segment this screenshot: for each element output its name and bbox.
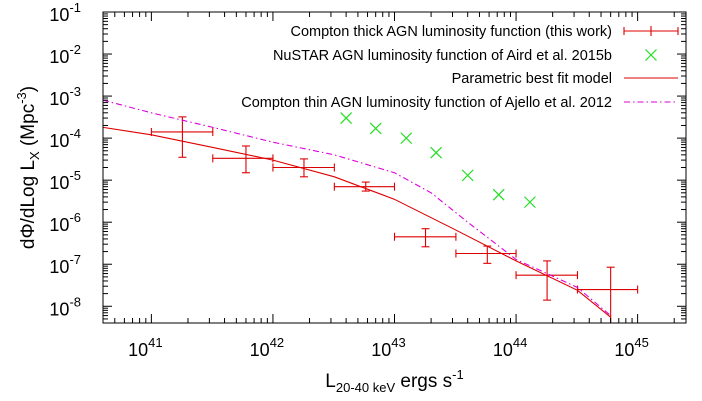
x-tick-label: 1045 [614, 335, 649, 360]
series-1 [340, 112, 536, 209]
y-tick-label: 10-2 [49, 42, 81, 67]
legend-swatch [645, 49, 657, 61]
data-point [272, 158, 335, 178]
data-point [455, 245, 517, 264]
data-point [515, 260, 579, 301]
data-point [212, 145, 274, 174]
data-point [461, 169, 474, 182]
series-layer [103, 99, 639, 323]
series-3 [103, 99, 612, 317]
data-point [430, 146, 443, 159]
data-point [150, 116, 214, 158]
data-point [523, 196, 536, 209]
legend-label: Compton thin AGN luminosity function of … [241, 95, 612, 111]
legend-item: Compton thin AGN luminosity function of … [241, 95, 678, 111]
x-tick-label: 1042 [250, 335, 285, 360]
data-point [393, 228, 457, 248]
x-tick-label: 1041 [128, 335, 163, 360]
data-point [492, 188, 505, 201]
legend-label: Parametric best fit model [452, 71, 612, 87]
data-point [369, 122, 382, 135]
data-point [340, 112, 353, 124]
x-axis-title: L20-40 keV ergs s-1 [325, 367, 463, 395]
y-tick-label: 10-1 [49, 0, 81, 25]
data-point [333, 181, 396, 192]
legend-item: Compton thick AGN luminosity function (t… [290, 24, 679, 40]
series-line [103, 126, 612, 318]
y-tick-label: 10-8 [49, 294, 81, 319]
data-point [576, 266, 639, 323]
legend-item: NuSTAR AGN luminosity function of Aird e… [273, 48, 657, 64]
y-tick-label: 10-6 [49, 210, 81, 235]
x-tick-label: 1043 [371, 335, 406, 360]
y-tick-label: 10-4 [49, 126, 81, 151]
y-tick-label: 10-3 [49, 84, 81, 109]
series-2 [103, 126, 612, 318]
series-0 [150, 116, 639, 323]
legend-item: Parametric best fit model [452, 71, 678, 87]
series-line [103, 99, 612, 317]
legend-label: Compton thick AGN luminosity function (t… [290, 24, 612, 40]
y-axis-title: dΦ/dLog LX (Mpc-3) [14, 86, 42, 249]
legend-swatch [623, 26, 679, 36]
legend-label: NuSTAR AGN luminosity function of Aird e… [273, 48, 612, 64]
data-point [400, 132, 413, 145]
x-tick-label: 1044 [493, 335, 528, 360]
ticks-layer: 1041 1042 1043 1044 1045 10-8 10-7 10-6 10-5 10-4… [49, 0, 686, 360]
legend: Compton thick AGN luminosity function (t… [241, 24, 679, 111]
y-tick-label: 10-7 [49, 252, 81, 277]
y-tick-label: 10-5 [49, 168, 81, 193]
